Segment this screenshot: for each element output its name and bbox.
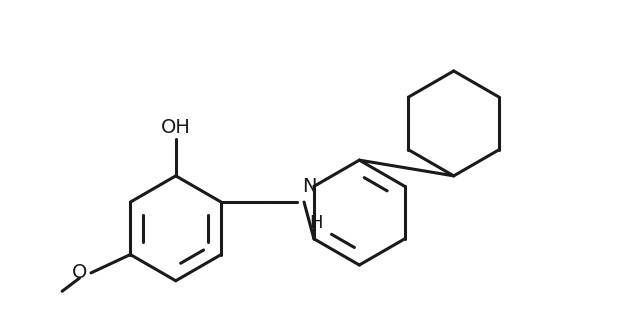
Text: O: O: [72, 263, 87, 282]
Text: OH: OH: [161, 118, 191, 136]
Text: N: N: [303, 177, 317, 196]
Text: H: H: [309, 214, 323, 232]
